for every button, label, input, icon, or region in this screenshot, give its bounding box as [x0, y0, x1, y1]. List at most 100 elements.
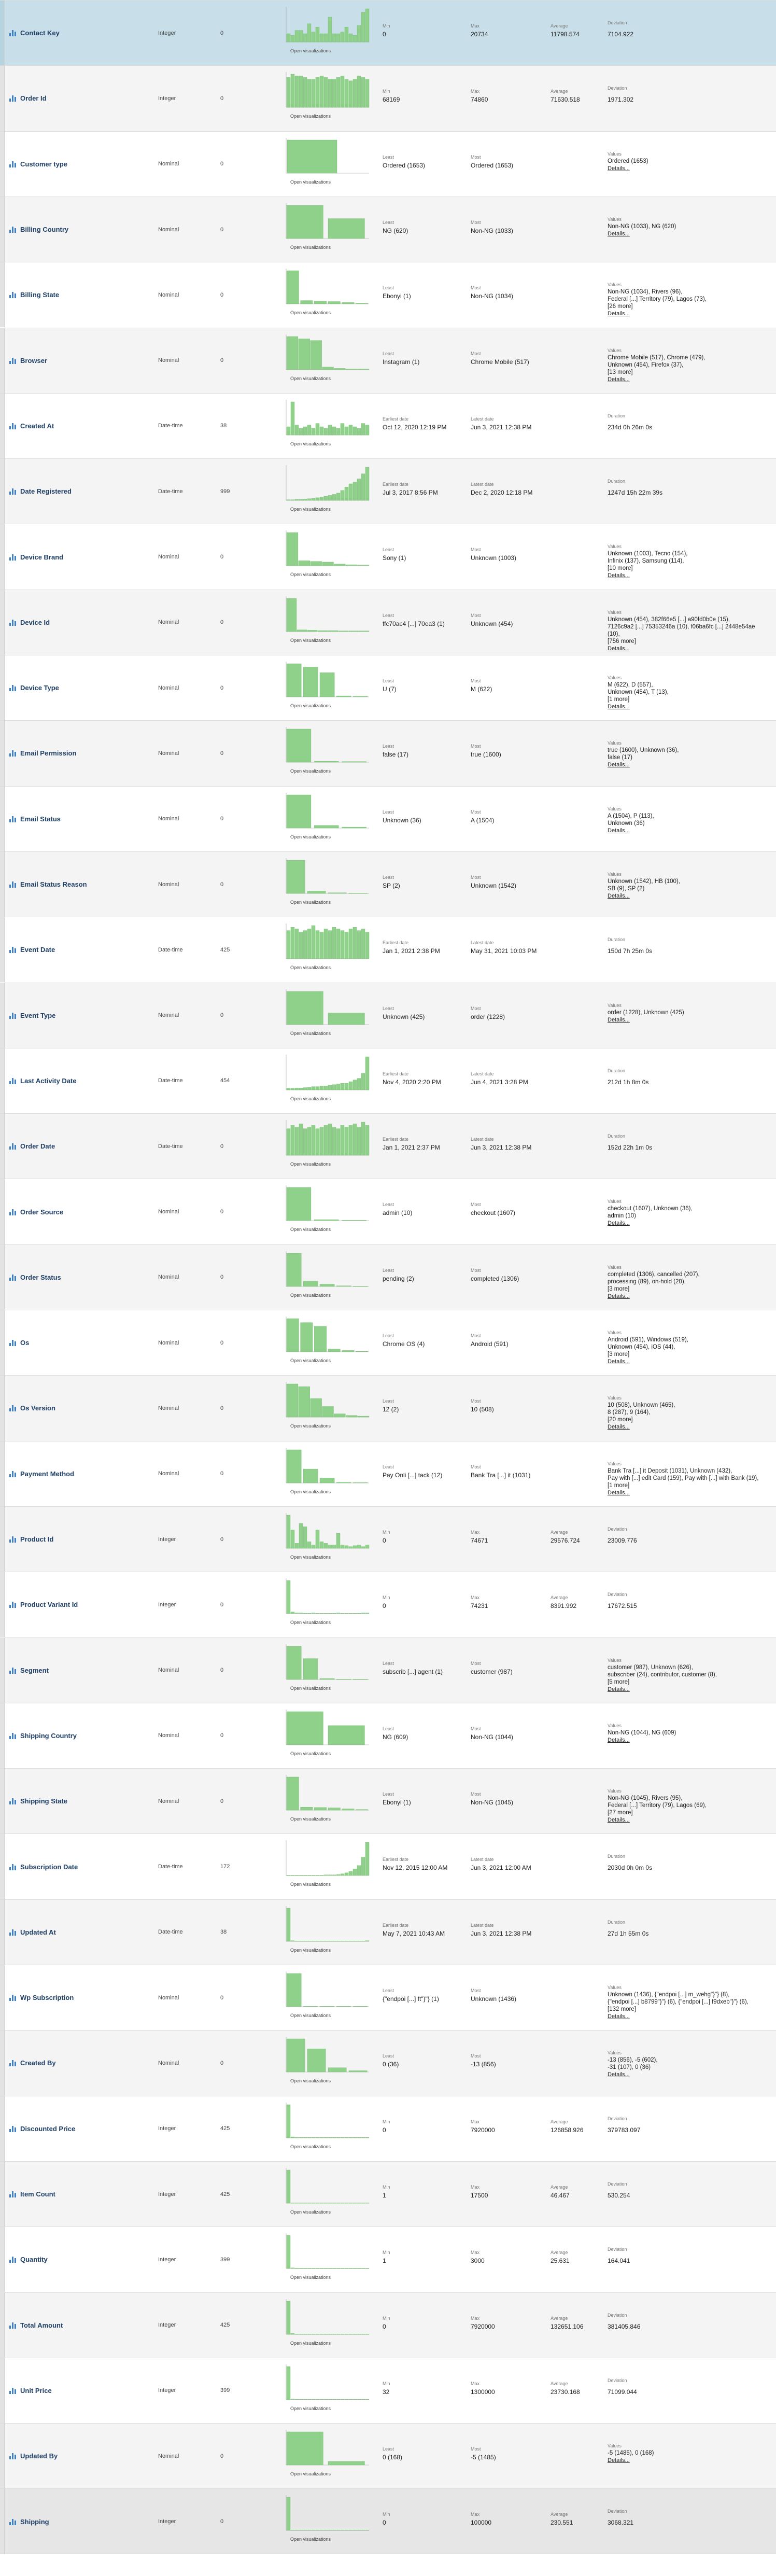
open-visualizations-link[interactable]: Open visualizations: [290, 1751, 331, 1756]
open-visualizations-link[interactable]: Open visualizations: [290, 1685, 331, 1691]
histogram[interactable]: Open visualizations: [275, 1381, 371, 1429]
row-drag-handle[interactable]: [0, 655, 5, 721]
histogram[interactable]: Open visualizations: [275, 1184, 371, 1232]
row-drag-handle[interactable]: [0, 2096, 5, 2161]
open-visualizations-link[interactable]: Open visualizations: [290, 48, 331, 53]
open-visualizations-link[interactable]: Open visualizations: [290, 2209, 331, 2215]
open-visualizations-link[interactable]: Open visualizations: [290, 899, 331, 905]
attribute-row[interactable]: Date Registered Date-time 999 Open visualiz…: [0, 458, 776, 524]
histogram[interactable]: Open visualizations: [275, 464, 371, 512]
attribute-row[interactable]: Order Source Nominal 0 Open visualizations L…: [0, 1179, 776, 1244]
open-visualizations-link[interactable]: Open visualizations: [290, 965, 331, 971]
attribute-row[interactable]: Device Id Nominal 0 Open visualizations Leas…: [0, 589, 776, 655]
attribute-row[interactable]: Subscription Date Date-time 172 Open visual…: [0, 1833, 776, 1899]
open-visualizations-link[interactable]: Open visualizations: [290, 2275, 331, 2280]
details-link[interactable]: Details...: [608, 704, 630, 710]
open-visualizations-link[interactable]: Open visualizations: [290, 1816, 331, 1822]
row-drag-handle[interactable]: [0, 2489, 5, 2554]
row-drag-handle[interactable]: [0, 66, 5, 131]
row-drag-handle[interactable]: [0, 1965, 5, 2031]
attribute-row[interactable]: Shipping Country Nominal 0 Open visualizati…: [0, 1702, 776, 1769]
attribute-row[interactable]: Quantity Integer 399 Open visualizations Min…: [0, 2227, 776, 2292]
details-link[interactable]: Details...: [608, 827, 630, 834]
details-link[interactable]: Details...: [608, 2013, 630, 2020]
row-drag-handle[interactable]: [0, 1834, 5, 1899]
histogram[interactable]: Open visualizations: [275, 1643, 371, 1691]
row-drag-handle[interactable]: [0, 1572, 5, 1637]
histogram[interactable]: Open visualizations: [275, 202, 371, 250]
histogram[interactable]: Open visualizations: [275, 529, 371, 577]
open-visualizations-link[interactable]: Open visualizations: [290, 1489, 331, 1494]
histogram[interactable]: Open visualizations: [275, 792, 371, 839]
row-drag-handle[interactable]: [0, 786, 5, 851]
histogram[interactable]: Open visualizations: [275, 2298, 371, 2346]
attribute-row[interactable]: Product Variant Id Integer 0 Open visualiza…: [0, 1572, 776, 1637]
open-visualizations-link[interactable]: Open visualizations: [290, 179, 331, 185]
details-link[interactable]: Details...: [608, 1817, 630, 1824]
attribute-row[interactable]: Order Status Nominal 0 Open visualizations L…: [0, 1244, 776, 1310]
attribute-row[interactable]: Email Status Nominal 0 Open visualizations L…: [0, 786, 776, 851]
attribute-row[interactable]: Last Activity Date Date-time 454 Open visua…: [0, 1047, 776, 1114]
attribute-row[interactable]: Email Status Reason Nominal 0 Open visualiz…: [0, 851, 776, 917]
histogram[interactable]: Open visualizations: [275, 726, 371, 774]
attribute-row[interactable]: Created By Nominal 0 Open visualizations Lea…: [0, 2030, 776, 2096]
row-drag-handle[interactable]: [0, 2424, 5, 2489]
open-visualizations-link[interactable]: Open visualizations: [290, 114, 331, 119]
row-drag-handle[interactable]: [0, 131, 5, 197]
row-drag-handle[interactable]: [0, 2031, 5, 2096]
row-drag-handle[interactable]: [0, 2227, 5, 2292]
row-drag-handle[interactable]: [0, 328, 5, 393]
open-visualizations-link[interactable]: Open visualizations: [290, 1358, 331, 1363]
histogram[interactable]: Open visualizations: [275, 1905, 371, 1953]
attribute-row[interactable]: Order Date Date-time 0 Open visualizations E…: [0, 1113, 776, 1179]
histogram[interactable]: Open visualizations: [275, 857, 371, 905]
open-visualizations-link[interactable]: Open visualizations: [290, 507, 331, 512]
row-drag-handle[interactable]: [0, 917, 5, 983]
open-visualizations-link[interactable]: Open visualizations: [290, 2471, 331, 2477]
attribute-row[interactable]: Device Type Nominal 0 Open visualizations Le…: [0, 655, 776, 721]
row-drag-handle[interactable]: [0, 1, 5, 66]
attribute-row[interactable]: Shipping State Nominal 0 Open visualization…: [0, 1768, 776, 1834]
row-drag-handle[interactable]: [0, 1769, 5, 1834]
histogram[interactable]: Open visualizations: [275, 1774, 371, 1822]
attribute-row[interactable]: Payment Method Nominal 0 Open visualization…: [0, 1440, 776, 1506]
histogram[interactable]: Open visualizations: [275, 1709, 371, 1756]
open-visualizations-link[interactable]: Open visualizations: [290, 1161, 331, 1167]
attribute-row[interactable]: Os Nominal 0 Open visualizations Least Chrome…: [0, 1310, 776, 1376]
attribute-row[interactable]: Product Id Integer 0 Open visualizations Min…: [0, 1506, 776, 1572]
details-link[interactable]: Details...: [608, 1359, 630, 1365]
open-visualizations-link[interactable]: Open visualizations: [290, 2537, 331, 2542]
row-drag-handle[interactable]: [0, 393, 5, 459]
open-visualizations-link[interactable]: Open visualizations: [290, 375, 331, 381]
details-link[interactable]: Details...: [608, 165, 630, 172]
attribute-row[interactable]: Browser Nominal 0 Open visualizations Least I…: [0, 327, 776, 393]
histogram[interactable]: Open visualizations: [275, 399, 371, 446]
open-visualizations-link[interactable]: Open visualizations: [290, 2405, 331, 2411]
open-visualizations-link[interactable]: Open visualizations: [290, 1882, 331, 1887]
row-drag-handle[interactable]: [0, 1179, 5, 1244]
histogram[interactable]: Open visualizations: [275, 137, 371, 185]
attribute-row[interactable]: Created At Date-time 38 Open visualizations…: [0, 393, 776, 459]
attribute-row[interactable]: Shipping Integer 0 Open visualizations Min 0 M…: [0, 2488, 776, 2554]
details-link[interactable]: Details...: [608, 1424, 630, 1431]
open-visualizations-link[interactable]: Open visualizations: [290, 1620, 331, 1626]
attribute-row[interactable]: Segment Nominal 0 Open visualizations Least s…: [0, 1637, 776, 1703]
attribute-row[interactable]: Unit Price Integer 399 Open visualizations M…: [0, 2357, 776, 2424]
details-link[interactable]: Details...: [608, 1489, 630, 1496]
histogram[interactable]: Open visualizations: [275, 268, 371, 315]
open-visualizations-link[interactable]: Open visualizations: [290, 2340, 331, 2346]
histogram[interactable]: Open visualizations: [275, 2494, 371, 2542]
open-visualizations-link[interactable]: Open visualizations: [290, 703, 331, 708]
histogram[interactable]: Open visualizations: [275, 1315, 371, 1363]
row-drag-handle[interactable]: [0, 1703, 5, 1769]
details-link[interactable]: Details...: [608, 2071, 630, 2078]
row-drag-handle[interactable]: [0, 2292, 5, 2358]
attribute-row[interactable]: Billing State Nominal 0 Open visualizations…: [0, 262, 776, 328]
histogram[interactable]: Open visualizations: [275, 1970, 371, 2018]
open-visualizations-link[interactable]: Open visualizations: [290, 637, 331, 643]
row-drag-handle[interactable]: [0, 983, 5, 1048]
histogram[interactable]: Open visualizations: [275, 1512, 371, 1560]
row-drag-handle[interactable]: [0, 1441, 5, 1506]
details-link[interactable]: Details...: [608, 1293, 630, 1299]
open-visualizations-link[interactable]: Open visualizations: [290, 1554, 331, 1560]
